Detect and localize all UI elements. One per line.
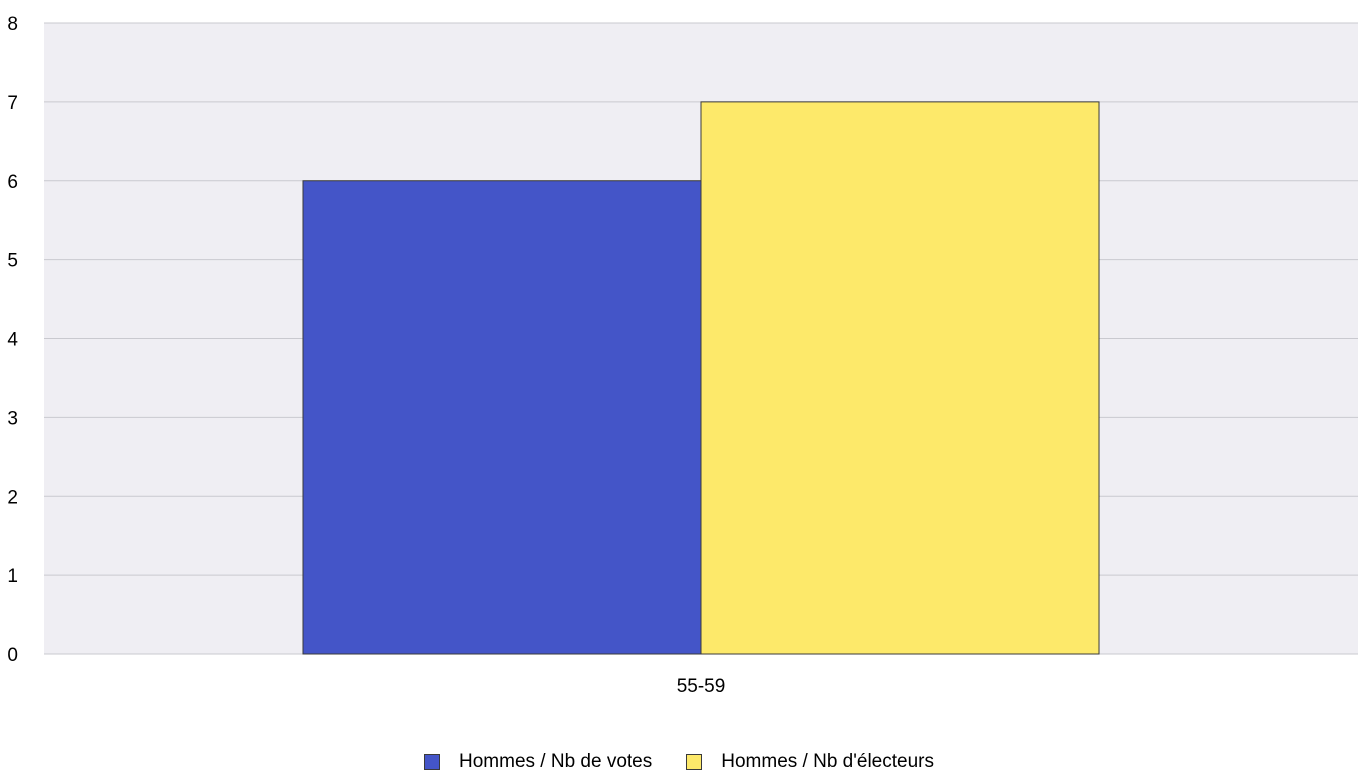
bar-1-0[interactable] <box>700 101 1100 655</box>
legend: Hommes / Nb de votes Hommes / Nb d'élect… <box>0 751 1358 773</box>
bar-0-0[interactable] <box>302 180 702 655</box>
bars <box>302 101 1100 655</box>
y-tick-label: 2 <box>7 487 18 508</box>
y-tick-label: 7 <box>7 93 18 114</box>
legend-swatch-electeurs <box>686 754 703 770</box>
legend-item-electeurs[interactable]: Hommes / Nb d'électeurs <box>686 751 934 773</box>
legend-swatch-votes <box>424 754 441 770</box>
y-tick-label: 1 <box>7 566 18 587</box>
x-axis-ticks: 55-59 <box>677 676 726 697</box>
y-tick-label: 6 <box>7 172 18 193</box>
y-tick-label: 5 <box>7 251 18 272</box>
y-tick-label: 0 <box>7 645 18 666</box>
y-tick-label: 3 <box>7 408 18 429</box>
legend-item-votes[interactable]: Hommes / Nb de votes <box>424 751 652 773</box>
legend-label-votes: Hommes / Nb de votes <box>459 751 653 772</box>
y-tick-label: 8 <box>7 14 18 35</box>
y-axis-ticks: 0 1 2 3 4 5 6 7 8 <box>7 14 18 666</box>
y-tick-label: 4 <box>7 330 18 351</box>
legend-label-electeurs: Hommes / Nb d'électeurs <box>721 751 934 772</box>
x-tick-label: 55-59 <box>677 676 726 697</box>
